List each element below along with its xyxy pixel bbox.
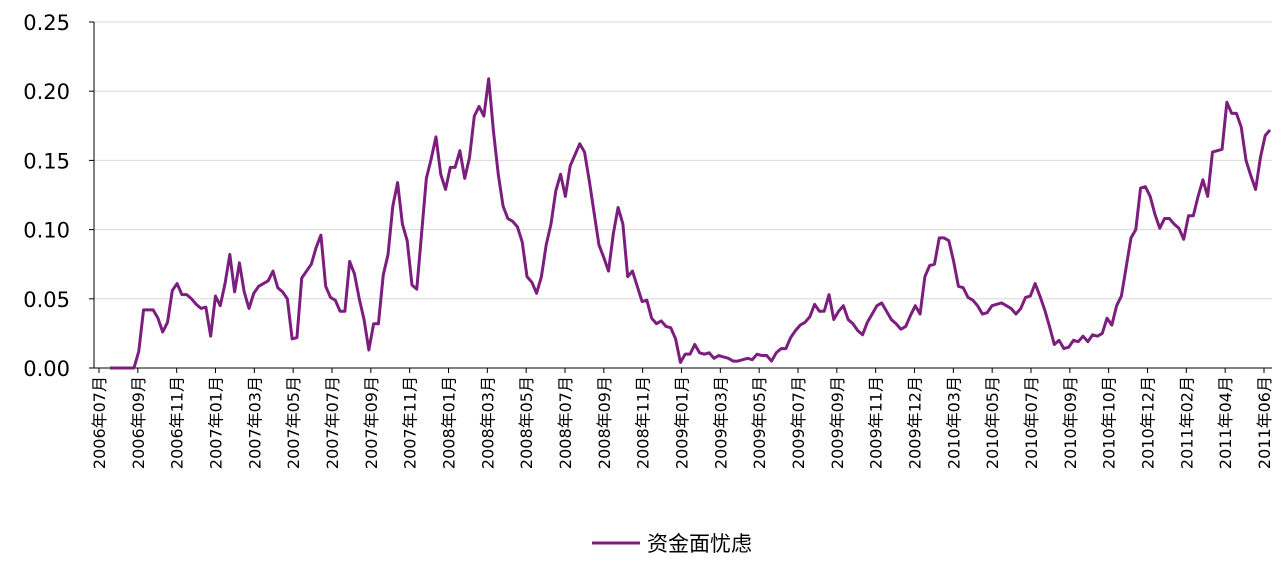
- x-tick-label: 2006年09月: [129, 376, 148, 469]
- series-line: [110, 77, 1272, 370]
- x-tick-label: 2008年05月: [517, 376, 536, 469]
- x-tick-label: 2009年12月: [906, 376, 925, 469]
- x-tick-label: 2008年11月: [634, 376, 653, 469]
- legend: 资金面忧虑: [592, 532, 752, 556]
- y-tick-label: 0.25: [23, 11, 70, 35]
- x-tick-label: 2011年06月: [1255, 376, 1274, 469]
- x-tick-label: 2008年09月: [595, 376, 614, 469]
- x-tick-label: 2010年07月: [1022, 376, 1041, 469]
- x-tick-label: 2010年09月: [1061, 376, 1080, 469]
- x-tick-label: 2007年03月: [245, 376, 264, 469]
- x-tick-label: 2006年07月: [90, 376, 109, 469]
- x-tick-label: 2008年07月: [556, 376, 575, 469]
- y-axis-ticks: 0.00 0.05 0.10 0.15 0.20 0.25: [23, 11, 94, 381]
- x-tick-label: 2009年11月: [867, 376, 886, 469]
- x-tick-label: 2007年05月: [284, 376, 303, 469]
- x-tick-label: 2010年05月: [983, 376, 1002, 469]
- y-tick-label: 0.00: [23, 357, 70, 381]
- x-tick-label: 2011年04月: [1216, 376, 1235, 469]
- x-tick-label: 2007年01月: [207, 376, 226, 469]
- y-tick-label: 0.05: [23, 288, 70, 312]
- y-tick-label: 0.10: [23, 219, 70, 243]
- axes: [93, 22, 1272, 369]
- x-axis-ticks: 2006年07月 2006年09月 2006年11月 2007年01月 2007年03月…: [90, 368, 1274, 469]
- x-tick-label: 2010年03月: [944, 376, 963, 469]
- y-tick-label: 0.20: [23, 80, 70, 104]
- x-tick-label: 2009年09月: [828, 376, 847, 469]
- x-tick-label: 2006年11月: [168, 376, 187, 469]
- x-tick-label: 2009年05月: [750, 376, 769, 469]
- x-tick-label: 2007年07月: [323, 376, 342, 469]
- x-tick-label: 2010年12月: [1139, 376, 1158, 469]
- legend-label: 资金面忧虑: [647, 532, 752, 556]
- x-tick-label: 2007年09月: [362, 376, 381, 469]
- x-tick-label: 2008年03月: [478, 376, 497, 469]
- x-tick-label: 2010年10月: [1100, 376, 1119, 469]
- gridlines: [94, 21, 1272, 300]
- y-tick-label: 0.15: [23, 149, 70, 173]
- x-tick-label: 2009年07月: [789, 376, 808, 469]
- x-tick-label: 2007年11月: [401, 376, 420, 469]
- x-tick-label: 2011年02月: [1177, 376, 1196, 469]
- x-tick-label: 2008年01月: [440, 376, 459, 469]
- x-tick-label: 2009年01月: [673, 376, 692, 469]
- series-layer: [110, 77, 1272, 370]
- x-tick-label: 2009年03月: [711, 376, 730, 469]
